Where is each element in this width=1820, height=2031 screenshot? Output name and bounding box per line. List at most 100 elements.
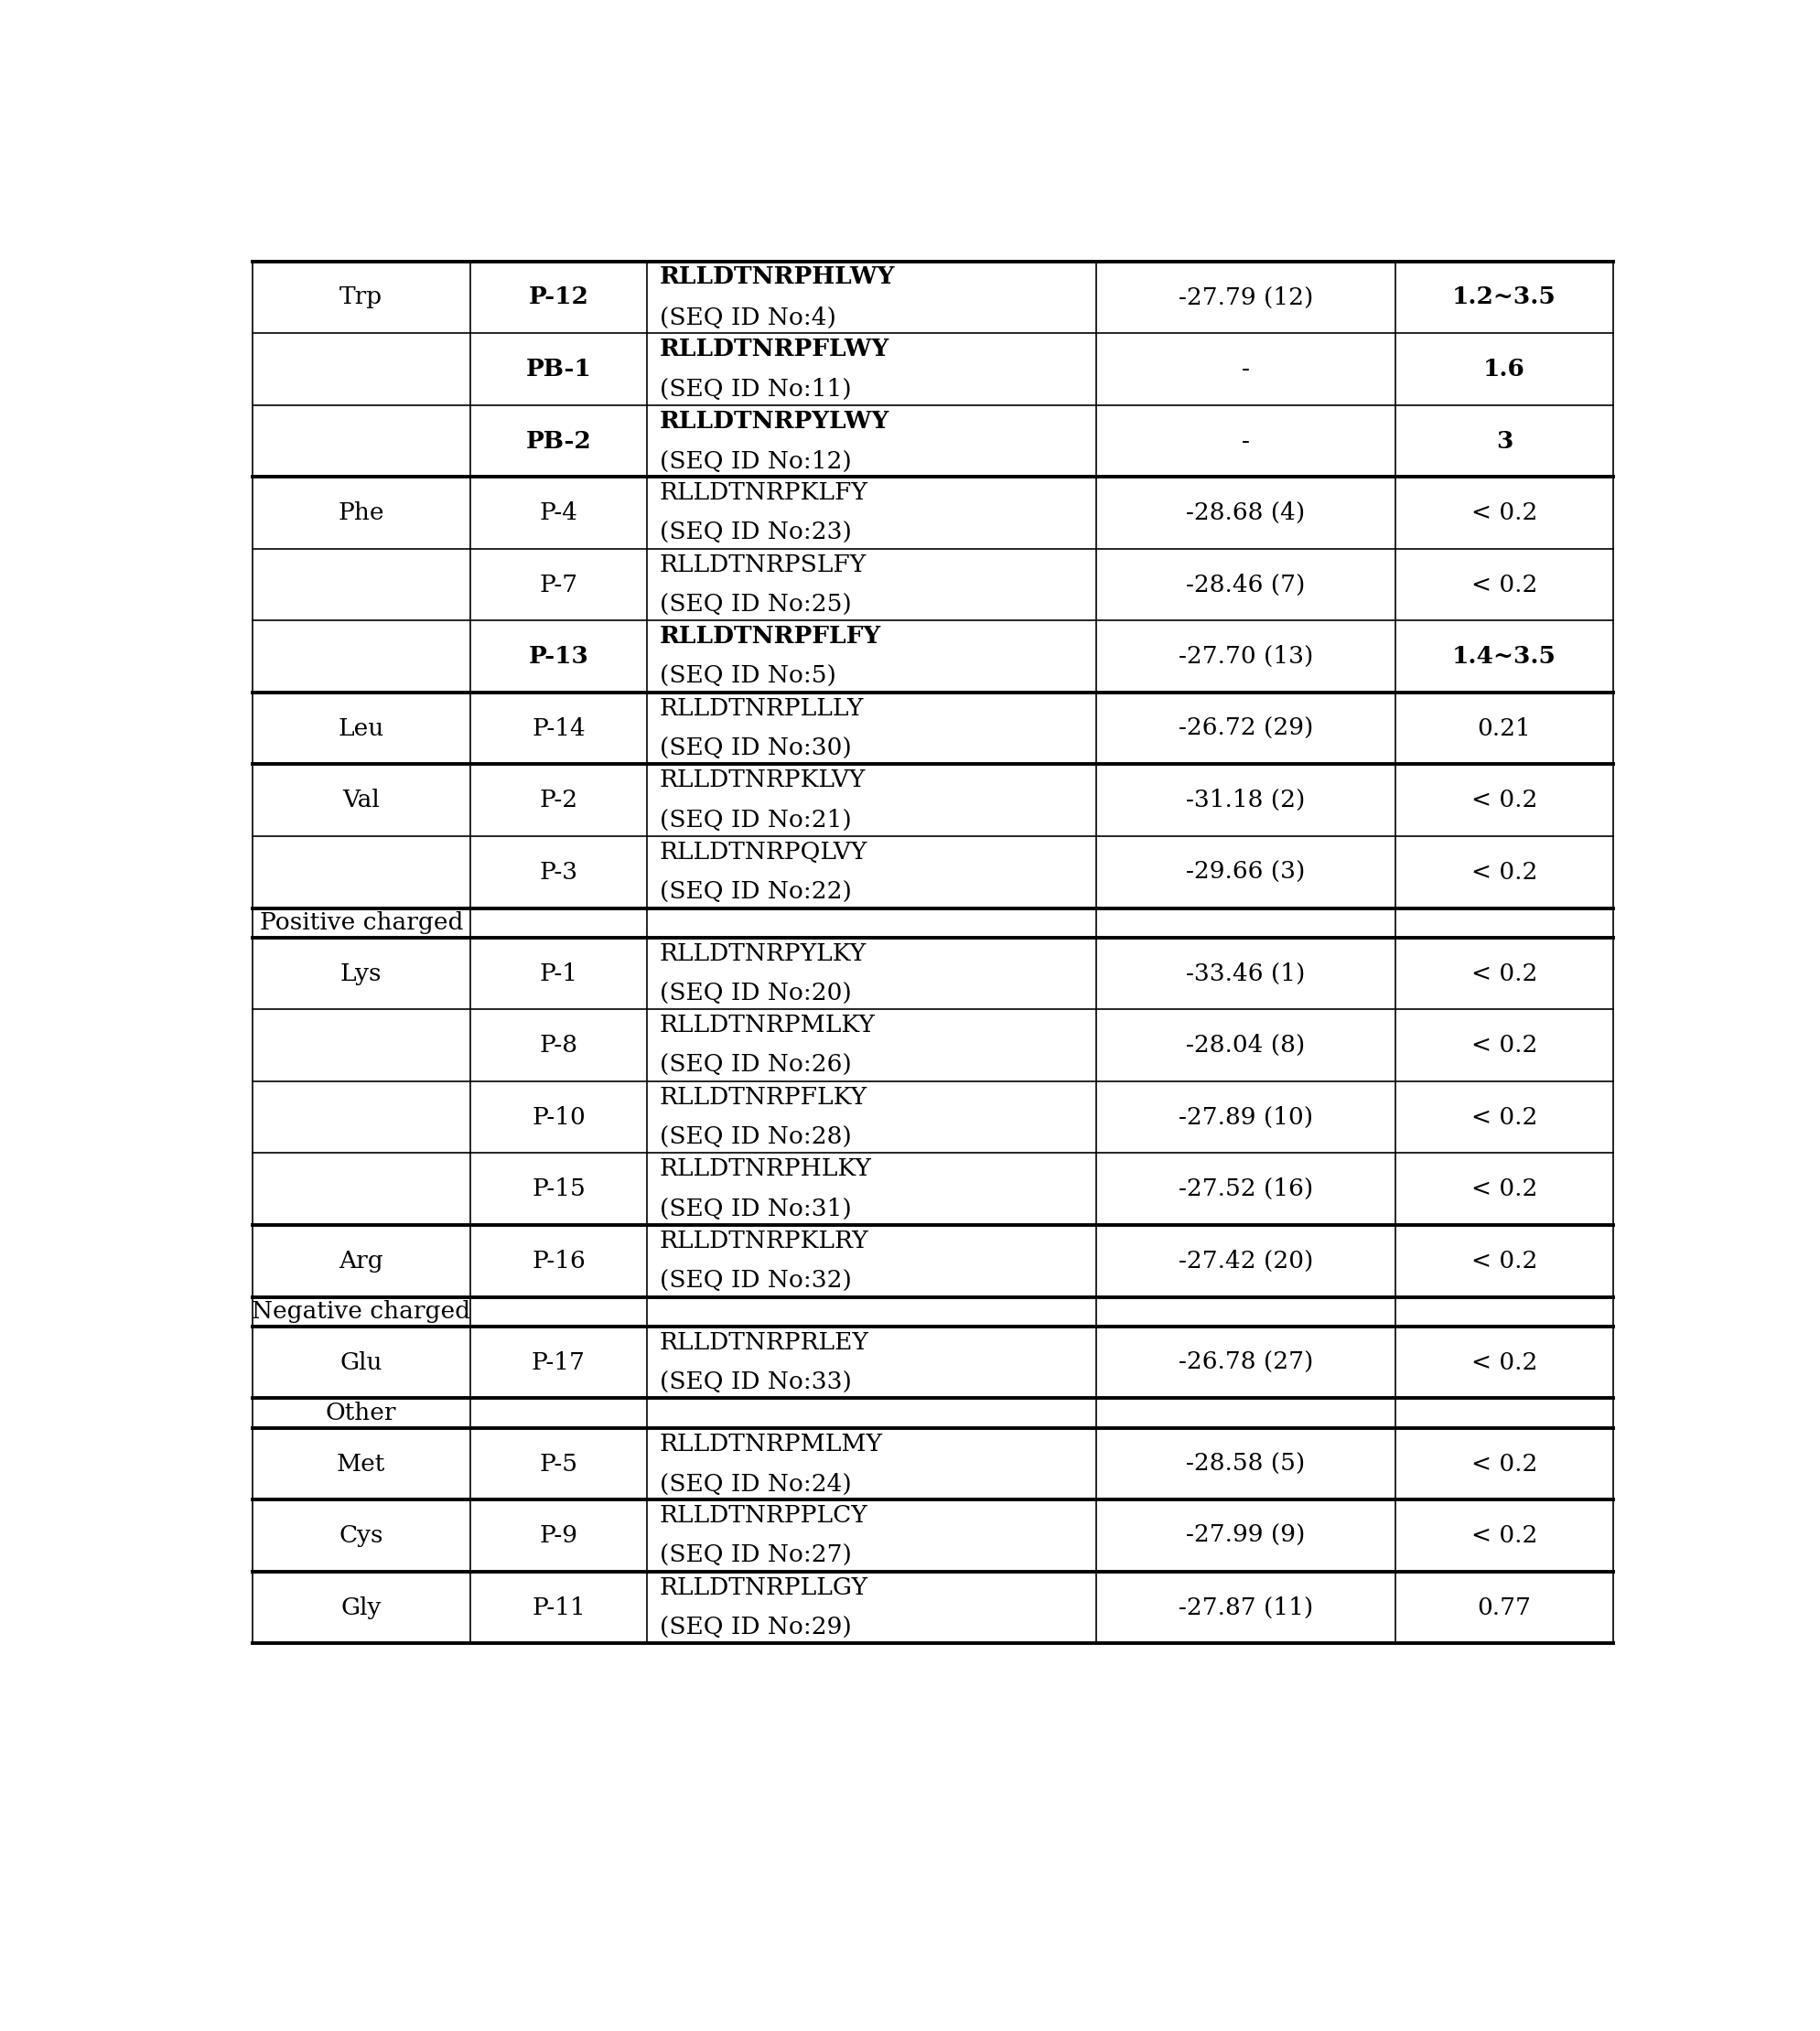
Text: RLLDTNRPKLFY: RLLDTNRPKLFY [659, 481, 868, 504]
Text: < 0.2: < 0.2 [1471, 1178, 1538, 1200]
Text: < 0.2: < 0.2 [1471, 1452, 1538, 1475]
Text: Val: Val [342, 788, 380, 812]
Text: < 0.2: < 0.2 [1471, 788, 1538, 812]
Text: < 0.2: < 0.2 [1471, 1523, 1538, 1548]
Text: (SEQ ID No:12): (SEQ ID No:12) [659, 449, 852, 473]
Text: (SEQ ID No:33): (SEQ ID No:33) [659, 1371, 852, 1393]
Text: RLLDTNRPYLWY: RLLDTNRPYLWY [659, 410, 890, 433]
Text: Positive charged: Positive charged [260, 912, 462, 934]
Text: (SEQ ID No:24): (SEQ ID No:24) [659, 1472, 852, 1495]
Text: P-1: P-1 [539, 963, 577, 985]
Text: 0.77: 0.77 [1478, 1596, 1531, 1619]
Text: P-12: P-12 [528, 286, 588, 309]
Text: P-14: P-14 [531, 717, 586, 739]
Text: < 0.2: < 0.2 [1471, 1249, 1538, 1271]
Text: -27.42 (20): -27.42 (20) [1178, 1249, 1314, 1271]
Text: P-2: P-2 [539, 788, 577, 812]
Text: P-8: P-8 [539, 1034, 577, 1056]
Text: Negative charged: Negative charged [251, 1300, 471, 1322]
Text: -31.18 (2): -31.18 (2) [1187, 788, 1305, 812]
Text: P-5: P-5 [539, 1452, 577, 1475]
Text: P-3: P-3 [539, 861, 577, 883]
Text: Leu: Leu [339, 717, 384, 739]
Text: -26.78 (27): -26.78 (27) [1178, 1351, 1314, 1373]
Text: Met: Met [337, 1452, 386, 1475]
Text: -27.89 (10): -27.89 (10) [1178, 1105, 1312, 1129]
Text: (SEQ ID No:28): (SEQ ID No:28) [659, 1125, 852, 1150]
Text: < 0.2: < 0.2 [1471, 1351, 1538, 1373]
Text: -28.68 (4): -28.68 (4) [1187, 502, 1305, 524]
Text: PB-2: PB-2 [526, 429, 591, 453]
Text: -: - [1241, 357, 1250, 380]
Text: (SEQ ID No:27): (SEQ ID No:27) [659, 1544, 852, 1568]
Text: P-10: P-10 [531, 1105, 586, 1129]
Text: 1.2~3.5: 1.2~3.5 [1452, 286, 1556, 309]
Text: Lys: Lys [340, 963, 382, 985]
Text: -: - [1241, 429, 1250, 453]
Text: P-4: P-4 [539, 502, 577, 524]
Text: -28.58 (5): -28.58 (5) [1187, 1452, 1305, 1475]
Text: -26.72 (29): -26.72 (29) [1178, 717, 1314, 739]
Text: -27.87 (11): -27.87 (11) [1178, 1596, 1312, 1619]
Text: (SEQ ID No:32): (SEQ ID No:32) [659, 1269, 852, 1292]
Text: RLLDTNRPKLVY: RLLDTNRPKLVY [659, 768, 866, 792]
Text: P-11: P-11 [531, 1596, 586, 1619]
Text: P-15: P-15 [531, 1178, 586, 1200]
Text: Phe: Phe [339, 502, 384, 524]
Text: RLLDTNRPFLFY: RLLDTNRPFLFY [659, 626, 881, 648]
Text: RLLDTNRPSLFY: RLLDTNRPSLFY [659, 552, 866, 577]
Text: RLLDTNRPKLRY: RLLDTNRPKLRY [659, 1229, 868, 1253]
Text: -27.99 (9): -27.99 (9) [1187, 1523, 1305, 1548]
Text: RLLDTNRPHLKY: RLLDTNRPHLKY [659, 1158, 872, 1180]
Text: RLLDTNRPPLCY: RLLDTNRPPLCY [659, 1505, 868, 1527]
Text: P-7: P-7 [539, 573, 577, 597]
Text: P-9: P-9 [539, 1523, 577, 1548]
Text: (SEQ ID No:5): (SEQ ID No:5) [659, 666, 835, 689]
Text: < 0.2: < 0.2 [1471, 502, 1538, 524]
Text: (SEQ ID No:21): (SEQ ID No:21) [659, 808, 852, 833]
Text: -29.66 (3): -29.66 (3) [1187, 861, 1305, 883]
Text: Gly: Gly [340, 1596, 382, 1619]
Text: < 0.2: < 0.2 [1471, 573, 1538, 597]
Text: Other: Other [326, 1401, 397, 1424]
Text: (SEQ ID No:29): (SEQ ID No:29) [659, 1617, 852, 1639]
Text: -28.46 (7): -28.46 (7) [1187, 573, 1305, 597]
Text: RLLDTNRPFLKY: RLLDTNRPFLKY [659, 1087, 868, 1109]
Text: -28.04 (8): -28.04 (8) [1187, 1034, 1305, 1056]
Text: P-13: P-13 [528, 646, 588, 668]
Text: RLLDTNRPRLEY: RLLDTNRPRLEY [659, 1330, 870, 1355]
Text: (SEQ ID No:31): (SEQ ID No:31) [659, 1198, 852, 1221]
Text: (SEQ ID No:26): (SEQ ID No:26) [659, 1054, 852, 1076]
Text: (SEQ ID No:20): (SEQ ID No:20) [659, 983, 852, 1005]
Text: < 0.2: < 0.2 [1471, 963, 1538, 985]
Text: 1.4~3.5: 1.4~3.5 [1452, 646, 1556, 668]
Text: P-16: P-16 [531, 1249, 586, 1271]
Text: (SEQ ID No:11): (SEQ ID No:11) [659, 378, 852, 400]
Text: 0.21: 0.21 [1478, 717, 1531, 739]
Text: -27.79 (12): -27.79 (12) [1178, 286, 1314, 309]
Text: RLLDTNRPLLGY: RLLDTNRPLLGY [659, 1576, 868, 1598]
Text: P-17: P-17 [531, 1351, 586, 1373]
Text: -27.52 (16): -27.52 (16) [1178, 1178, 1312, 1200]
Text: < 0.2: < 0.2 [1471, 1034, 1538, 1056]
Text: RLLDTNRPHLWY: RLLDTNRPHLWY [659, 266, 895, 288]
Text: < 0.2: < 0.2 [1471, 1105, 1538, 1129]
Text: 1.6: 1.6 [1483, 357, 1525, 380]
Text: RLLDTNRPFLWY: RLLDTNRPFLWY [659, 337, 890, 359]
Text: RLLDTNRPMLMY: RLLDTNRPMLMY [659, 1432, 883, 1454]
Text: PB-1: PB-1 [526, 357, 591, 380]
Text: -33.46 (1): -33.46 (1) [1187, 963, 1305, 985]
Text: < 0.2: < 0.2 [1471, 861, 1538, 883]
Text: (SEQ ID No:25): (SEQ ID No:25) [659, 593, 852, 615]
Text: RLLDTNRPLLLY: RLLDTNRPLLLY [659, 697, 864, 719]
Text: RLLDTNRPQLVY: RLLDTNRPQLVY [659, 841, 868, 863]
Text: 3: 3 [1496, 429, 1512, 453]
Text: (SEQ ID No:23): (SEQ ID No:23) [659, 522, 852, 544]
Text: (SEQ ID No:30): (SEQ ID No:30) [659, 737, 852, 760]
Text: -27.70 (13): -27.70 (13) [1178, 646, 1314, 668]
Text: Arg: Arg [339, 1249, 384, 1271]
Text: (SEQ ID No:4): (SEQ ID No:4) [659, 307, 835, 329]
Text: (SEQ ID No:22): (SEQ ID No:22) [659, 881, 852, 904]
Text: Cys: Cys [339, 1523, 384, 1548]
Text: RLLDTNRPMLKY: RLLDTNRPMLKY [659, 1013, 875, 1036]
